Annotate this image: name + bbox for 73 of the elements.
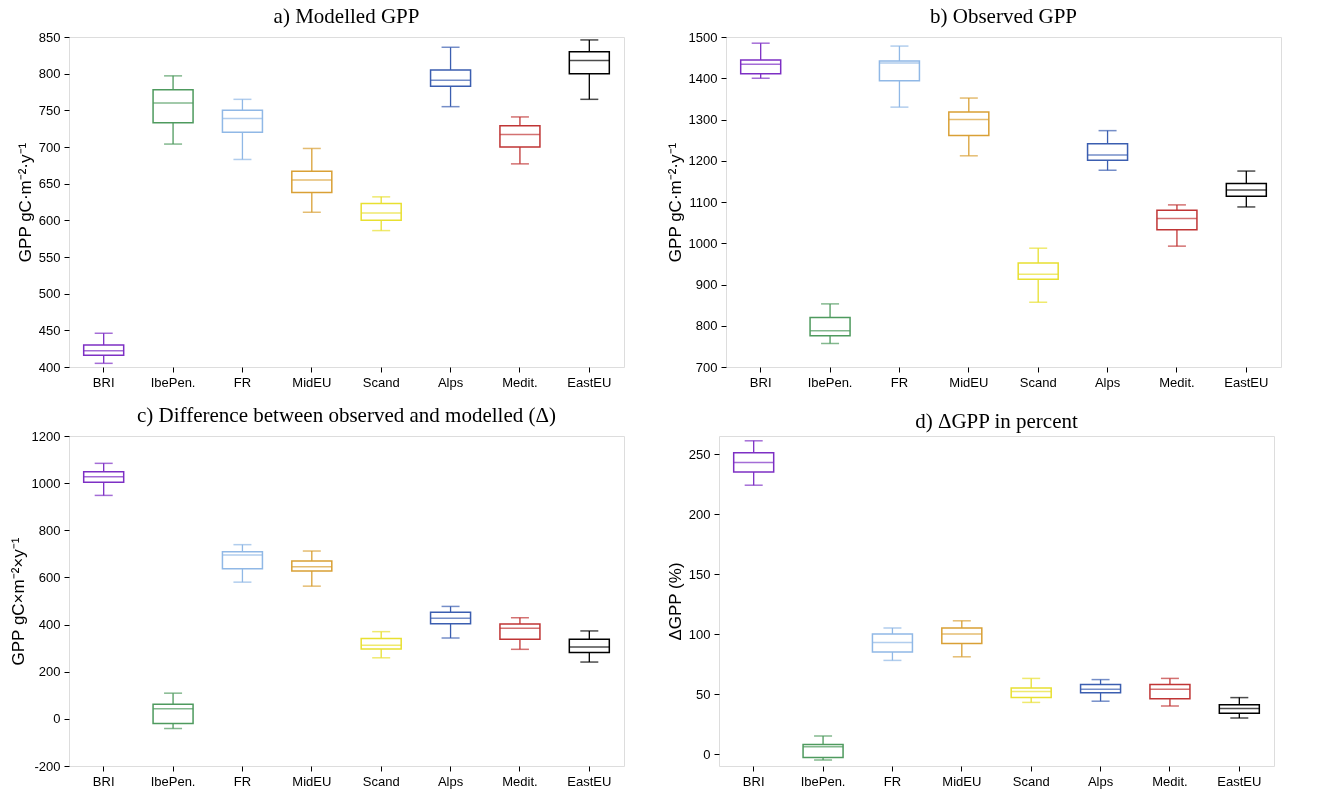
x-tick-label: BRI xyxy=(742,773,765,789)
x-tick-label: EastEU xyxy=(567,374,612,390)
y-tick-label: 700 xyxy=(38,139,61,155)
x-tick-label: Scand xyxy=(1019,374,1057,390)
y-tick-label: 1000 xyxy=(688,235,718,251)
x-tick-label: EastEU xyxy=(567,773,612,789)
y-tick-label: 50 xyxy=(696,686,711,702)
y-tick-label: 1500 xyxy=(688,29,718,45)
x-tick-label: Medit. xyxy=(1159,374,1195,390)
x-tick-label: Medit. xyxy=(1152,773,1188,789)
y-tick-label: 1100 xyxy=(689,194,718,210)
x-tick-label: FR xyxy=(233,773,252,789)
y-tick-label: 400 xyxy=(38,617,61,633)
y-axis-title: ΔGPP (%) xyxy=(665,562,685,641)
y-axis-title: GPP gC×m⁻²×y⁻¹ xyxy=(8,537,28,666)
y-tick-label: -200 xyxy=(34,758,61,774)
y-tick-label: 1300 xyxy=(688,112,718,127)
chart-title: c) Difference between observed and modelled (Δ) xyxy=(137,403,556,427)
x-tick-label: IbePen. xyxy=(800,773,846,789)
chart-title: b) Observed GPP xyxy=(930,4,1077,28)
y-axis-title: GPP gC·m⁻²·y⁻¹ xyxy=(665,142,685,263)
y-tick-label: 650 xyxy=(38,176,61,192)
y-tick-label: 200 xyxy=(38,664,61,680)
y-tick-label: 250 xyxy=(688,446,711,462)
x-tick-label: MidEU xyxy=(949,374,989,390)
chart-title: d) ΔGPP in percent xyxy=(915,409,1078,433)
y-tick-label: 400 xyxy=(38,359,61,375)
y-tick-label: 1200 xyxy=(688,153,718,169)
x-tick-label: FR xyxy=(233,374,252,390)
x-tick-label: BRI xyxy=(92,773,115,789)
y-tick-label: 0 xyxy=(703,746,711,762)
y-tick-label: 500 xyxy=(38,286,61,302)
chart-title: a) Modelled GPP xyxy=(273,4,420,28)
y-axis-title: GPP gC·m⁻²·y⁻¹ xyxy=(15,142,35,263)
y-tick-label: 200 xyxy=(688,506,711,522)
x-tick-label: Alps xyxy=(1087,773,1114,789)
x-tick-label: BRI xyxy=(92,374,115,390)
x-tick-label: MidEU xyxy=(942,773,982,789)
y-tick-label: 700 xyxy=(695,359,718,375)
y-tick-label: 900 xyxy=(695,277,718,292)
y-tick-label: 800 xyxy=(695,318,718,334)
x-tick-label: EastEU xyxy=(1217,773,1262,789)
x-tick-label: Medit. xyxy=(502,374,538,390)
x-tick-label: BRI xyxy=(749,374,772,390)
y-tick-label: 550 xyxy=(38,249,61,265)
y-tick-label: 600 xyxy=(38,212,61,228)
x-tick-label: MidEU xyxy=(292,773,332,789)
x-tick-label: Alps xyxy=(437,374,464,390)
x-tick-label: IbePen. xyxy=(150,374,196,390)
y-tick-label: 100 xyxy=(688,626,711,642)
x-tick-label: Medit. xyxy=(502,773,538,789)
x-tick-label: FR xyxy=(890,374,909,390)
y-tick-label: 1400 xyxy=(688,70,718,86)
y-tick-label: 1200 xyxy=(31,428,61,444)
x-tick-label: Alps xyxy=(437,773,464,789)
y-tick-label: 1000 xyxy=(31,475,61,491)
x-tick-label: EastEU xyxy=(1224,374,1269,390)
x-tick-label: Scand xyxy=(362,773,400,789)
x-tick-label: IbePen. xyxy=(807,374,853,390)
y-tick-label: 0 xyxy=(53,711,61,727)
y-tick-label: 150 xyxy=(688,566,711,582)
y-tick-label: 600 xyxy=(38,569,61,585)
y-tick-label: 850 xyxy=(38,29,61,45)
y-tick-label: 800 xyxy=(38,66,61,82)
x-tick-label: FR xyxy=(883,773,902,789)
x-tick-label: Scand xyxy=(1012,773,1050,789)
y-tick-label: 450 xyxy=(38,322,61,338)
y-tick-label: 750 xyxy=(38,102,61,118)
x-tick-label: MidEU xyxy=(292,374,332,390)
x-tick-label: Alps xyxy=(1094,374,1121,390)
y-tick-label: 800 xyxy=(38,522,61,538)
x-tick-label: IbePen. xyxy=(150,773,196,789)
x-tick-label: Scand xyxy=(362,374,400,390)
